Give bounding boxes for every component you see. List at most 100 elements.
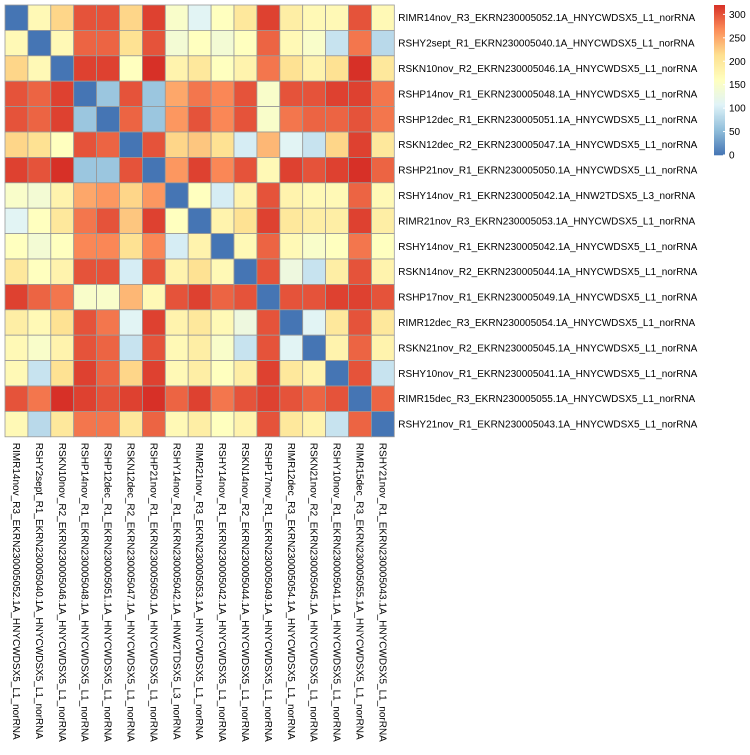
legend-gradient-step [714,150,725,152]
legend-tick-label: 50 [729,127,741,138]
heatmap-cell [279,80,304,107]
column-label: RSHY21nov_R1_EKRN230005043.1A_HNYCWDSX5_… [376,443,387,742]
heatmap-cell [348,131,372,158]
heatmap-cell [325,283,349,311]
column-label: RIMR21nov_R3_EKRN230005053.1A_HNYCWDSX5_… [193,443,204,740]
legend-gradient-step [714,95,725,97]
heatmap-cell [279,309,304,336]
row-label: RSKN12dec_R2_EKRN230005047.1A_HNYCWDSX5_… [398,140,697,151]
heatmap-cell [302,182,327,209]
heatmap-cell [164,55,189,82]
legend-gradient-step [714,127,725,130]
heatmap-cell [256,156,281,184]
legend-gradient-step [714,145,725,147]
heatmap-cell [279,29,304,57]
legend-gradient-step [714,93,725,96]
heatmap-cell [370,309,395,336]
heatmap-cell [187,283,212,311]
heatmap-cell [73,80,97,107]
heatmap-cell [73,106,97,133]
row-label: RSKN21nov_R2_EKRN230005045.1A_HNYCWDSX5_… [398,343,697,354]
heatmap-cell [27,4,52,31]
heatmap-cell [348,309,372,336]
legend-gradient-step [714,115,725,117]
heatmap-cell [27,258,52,285]
heatmap-cell [370,131,395,158]
heatmap-cell [27,309,52,336]
heatmap-cell [256,106,281,133]
heatmap-cell [141,258,166,285]
legend-gradient-step [714,116,725,118]
heatmap-cell [141,4,166,31]
column-label: RSKN12dec_R2_EKRN230005047.1A_HNYCWDSX5_… [124,443,135,742]
heatmap-cell [4,258,29,285]
heatmap-cell [279,283,304,311]
heatmap-cell [325,182,349,209]
legend-gradient-step [714,53,725,56]
heatmap-cell [164,29,189,57]
legend-gradient-step [714,105,725,107]
heatmap-cell [73,4,97,31]
legend-gradient-step [714,67,725,70]
heatmap-cell [302,80,327,107]
heatmap-cell [187,258,212,285]
heatmap-cell [256,233,281,260]
heatmap-cell [302,309,327,336]
heatmap-cell [27,29,52,57]
heatmap-cell [210,385,235,412]
heatmap-cell [210,207,235,234]
heatmap-cell [256,309,281,336]
heatmap-cell [348,106,372,133]
heatmap-cell [50,156,75,184]
heatmap-cell [73,156,97,184]
heatmap-cell [187,106,212,133]
heatmap-cell [96,233,120,260]
legend-gradient-step [714,70,725,72]
legend-gradient-step [714,151,725,153]
heatmap-cell [50,360,75,387]
legend-gradient-step [714,32,725,35]
legend-gradient-step [714,80,725,82]
legend-gradient-step [714,85,725,87]
heatmap-cell [50,334,75,362]
legend-gradient-step [714,138,725,141]
heatmap-cell [187,55,212,82]
legend-gradient-step [714,92,725,95]
heatmap-cell [96,106,120,133]
heatmap-cell [233,283,258,311]
heatmap-cell [141,29,166,57]
legend-gradient-step [714,137,725,140]
heatmap-cell [302,283,327,311]
legend-gradient-step [714,86,725,88]
legend-gradient-step [714,51,725,53]
heatmap-cell [256,410,281,438]
column-label: RSKN14nov_R2_EKRN230005044.1A_HNYCWDSX5_… [239,443,250,742]
heatmap-cell [96,131,120,158]
heatmap-cell [27,283,52,311]
heatmap-cell [233,360,258,387]
legend-gradient-step [714,96,725,98]
row-label: RSHP12dec_R1_EKRN230005051.1A_HNYCWDSX5_… [398,115,697,126]
heatmap-cell [325,207,349,234]
legend-gradient-step [714,147,725,150]
heatmap-cell [210,182,235,209]
heatmap-cell [210,283,235,311]
heatmap-cell [141,80,166,107]
row-label: RSHP14nov_R1_EKRN230005048.1A_HNYCWDSX5_… [398,89,697,100]
heatmap-cell [233,233,258,260]
heatmap-cell [164,233,189,260]
legend-gradient-step [714,35,725,37]
heatmap-cell [325,4,349,31]
heatmap-cell [233,80,258,107]
heatmap-cell [210,4,235,31]
color-legend: 0 50 100 150 200 250 300 [714,5,746,162]
heatmap-cell [233,106,258,133]
legend-gradient-step [714,52,725,55]
heatmap-cell [370,106,395,133]
heatmap-cell [96,360,120,387]
heatmap-cell [256,29,281,57]
heatmap-cell [96,309,120,336]
heatmap-cell [27,156,52,184]
heatmap-cell [50,410,75,438]
